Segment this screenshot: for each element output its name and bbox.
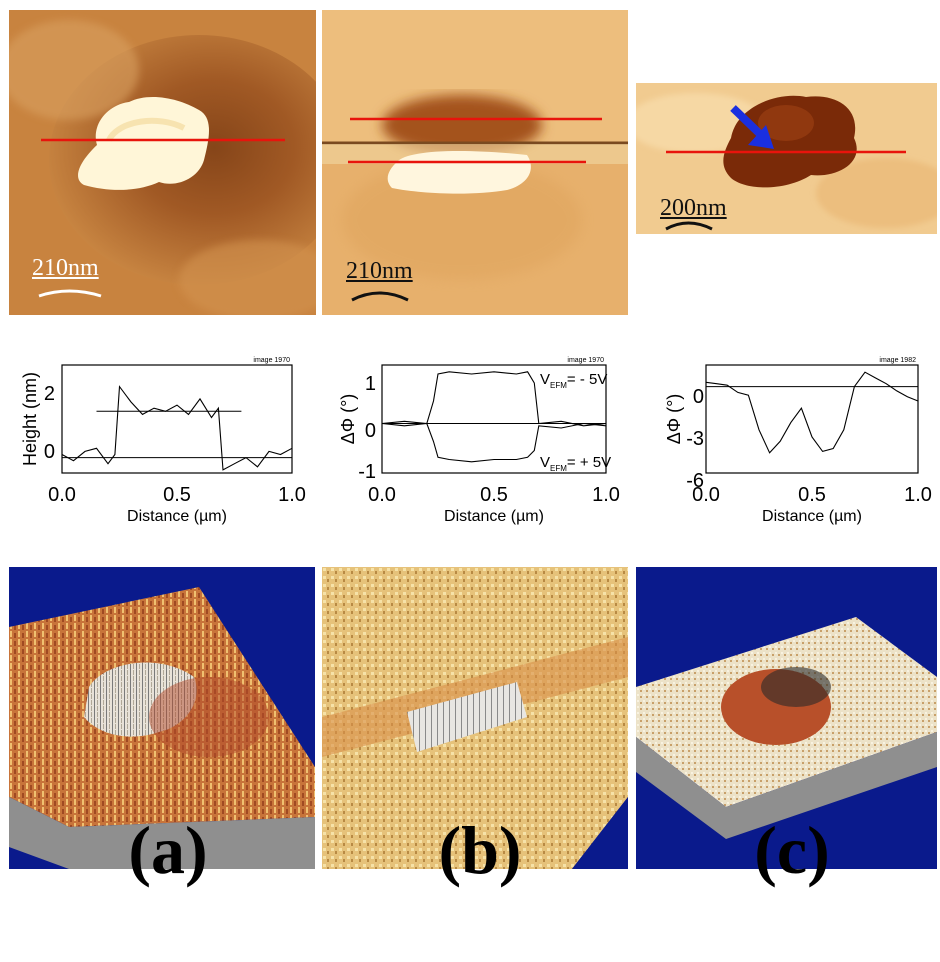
plot-frame-a (61, 364, 293, 474)
scale-bar-label-c: 200nm (660, 195, 727, 221)
profile-plot-c: image 1982 0 -3 -6 0.0 0.5 1.0 Distance … (664, 357, 932, 525)
xtick-c-05: 0.5 (798, 484, 826, 506)
image-tag-a: image 1970 (253, 357, 290, 364)
xtick-c-1: 1.0 (904, 484, 932, 506)
ytick-b-neg1: -1 (358, 461, 376, 483)
profile-line-b-1 (381, 422, 607, 463)
profile-line-a-0 (61, 385, 293, 471)
scale-bar-label-b: 210nm (346, 258, 413, 284)
xtick-a-0: 0.0 (48, 484, 76, 506)
y-axis-label-b: ΔΦ (°) (338, 394, 358, 445)
afm-image-a (9, 10, 316, 315)
xtick-b-1: 1.0 (592, 484, 620, 506)
profile-line-b-0 (381, 371, 607, 427)
afm-image-c (636, 83, 937, 234)
ytick-c-0: 0 (693, 386, 704, 408)
svg-text:VEFM= + 5V: VEFM= + 5V (540, 454, 611, 473)
afm-3d-render-c (636, 567, 937, 869)
profile-line-c-0 (705, 371, 919, 454)
annotation-vefm-top: VEFM= - 5V (540, 371, 607, 390)
xtick-b-0: 0.0 (368, 484, 396, 506)
x-axis-label-c: Distance (µm) (762, 508, 862, 525)
xtick-a-1: 1.0 (278, 484, 306, 506)
xtick-c-0: 0.0 (692, 484, 720, 506)
ytick-b-1: 1 (365, 373, 376, 395)
panel-label-c: (c) (754, 812, 830, 888)
image-tag-c: image 1982 (879, 357, 916, 364)
x-axis-label-a: Distance (µm) (127, 508, 227, 525)
y-axis-label-a: Height (nm) (20, 372, 40, 466)
ytick-c-neg3: -3 (686, 428, 704, 450)
annotation-vefm-bottom: VEFM= + 5V (540, 454, 611, 473)
afm-image-b (322, 10, 628, 315)
image-tag-b: image 1970 (567, 357, 604, 364)
ytick-a-0: 0 (44, 441, 55, 463)
svg-text:VEFM= - 5V: VEFM= - 5V (540, 371, 607, 390)
ytick-a-2: 2 (44, 383, 55, 405)
scale-bar-label-a: 210nm (32, 255, 99, 281)
ytick-b-0: 0 (365, 420, 376, 442)
profile-plot-b: image 1970 1 0 -1 0.0 0.5 1.0 Distance (… (338, 357, 620, 525)
panel-label-b: (b) (438, 812, 522, 888)
xtick-b-05: 0.5 (480, 484, 508, 506)
x-axis-label-b: Distance (µm) (444, 508, 544, 525)
ytick-c-neg6: -6 (686, 470, 704, 492)
xtick-a-05: 0.5 (163, 484, 191, 506)
afm-3d-render-a (9, 567, 315, 869)
y-axis-label-c: ΔΦ (°) (664, 394, 684, 445)
panel-label-a: (a) (128, 812, 208, 888)
afm-3d-render-b (322, 567, 628, 869)
profile-plot-a: image 1970 2 0 0.0 0.5 1.0 Distance (µm)… (20, 357, 306, 525)
